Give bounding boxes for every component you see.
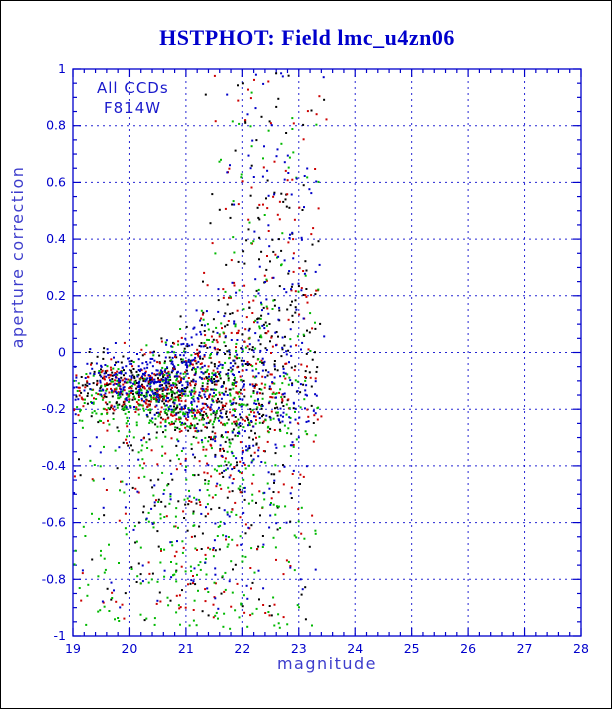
y-tick-label: 0.2: [46, 288, 66, 303]
x-axis-label: magnitude: [277, 654, 377, 673]
x-tick-label: 22: [234, 641, 250, 656]
x-tick-label: 27: [517, 641, 533, 656]
y-tick-label: -0.6: [42, 515, 66, 530]
y-tick-label: -1: [54, 628, 66, 643]
chart-title: HSTPHOT: Field lmc_u4zn06: [159, 25, 455, 50]
plot-layer: 19 20 21 22 23 24 25 26 27 28 -1 -0.8 -0.6 -0.4 -0.2 0 0…: [42, 61, 589, 656]
plot-frame: [72, 68, 582, 637]
y-tick-label: -0.2: [42, 401, 66, 416]
x-tick-label: 24: [347, 641, 363, 656]
annotation-all-ccds: All CCDs: [97, 79, 169, 97]
grid-lines: [73, 69, 581, 636]
y-tick-label: -0.4: [42, 458, 66, 473]
y-tick-label: 0.6: [46, 174, 66, 189]
y-tick-label: 0.4: [46, 231, 66, 246]
annotation-filter-f814w: F814W: [104, 99, 161, 117]
y-tick-label: -0.8: [42, 571, 66, 586]
series-ccd-4-points: [73, 72, 326, 610]
x-tick-label: 25: [404, 641, 420, 656]
tick-labels: 19 20 21 22 23 24 25 26 27 28 -1 -0.8 -0.6 -0.4 -0.2 0 0…: [42, 61, 589, 656]
x-tick-label: 23: [291, 641, 307, 656]
y-axis-label: aperture correction: [8, 166, 27, 349]
y-tick-label: 1: [58, 61, 66, 76]
x-tick-label: 20: [121, 641, 137, 656]
y-tick-label: 0: [58, 345, 66, 360]
x-tick-label: 28: [573, 641, 589, 656]
x-tick-label: 26: [460, 641, 476, 656]
y-tick-label: 0.8: [46, 118, 66, 133]
x-tick-label: 19: [65, 641, 81, 656]
x-tick-label: 21: [178, 641, 194, 656]
